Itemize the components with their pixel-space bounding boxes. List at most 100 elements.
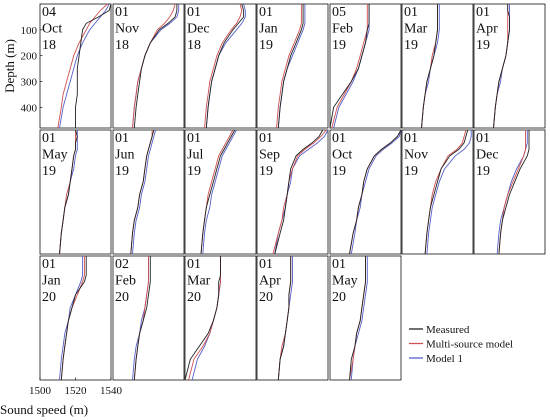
panel-date-label: 05 [332, 5, 346, 20]
profile-line [59, 129, 78, 255]
profile-line [184, 256, 221, 381]
panel-date-label: 20 [115, 290, 129, 305]
panel-date-label: May [332, 274, 358, 289]
panel-date-label: 01 [404, 5, 418, 20]
panel-date-label: 19 [404, 164, 418, 179]
legend-entry: Model 1 [426, 353, 463, 365]
y-tick-label: 300 [21, 77, 38, 89]
panel-grid: 04Oct1810020030040001Nov1801Dec1801Jan19… [21, 3, 546, 397]
profile-line [133, 4, 178, 129]
y-axis-label: Depth (m) [2, 39, 17, 93]
panel-date-label: Mar [187, 274, 211, 289]
panel-date-label: Jun [115, 148, 134, 163]
panel-date-label: Nov [404, 148, 428, 163]
panel-date-label: 01 [476, 5, 490, 20]
panel-date-label: 20 [332, 290, 346, 305]
profile-line [59, 256, 84, 381]
panel-date-label: Jan [42, 274, 61, 289]
panel-date-label: 01 [332, 131, 346, 146]
profile-line [133, 256, 151, 381]
panel-date-label: Apr [259, 274, 281, 289]
panel-frame [184, 3, 257, 129]
profile-line [204, 3, 243, 129]
panel-date-label: 01 [187, 257, 201, 272]
panel-date-label: 19 [332, 38, 346, 53]
axis-labels: Depth (m) Sound speed (m) [0, 39, 88, 417]
panel-date-label: 20 [187, 290, 201, 305]
profile-line [75, 3, 112, 128]
profile-line [277, 4, 304, 129]
profile-line [205, 3, 245, 129]
panel-date-label: Oct [332, 148, 352, 163]
y-tick-label: 100 [21, 25, 38, 37]
profile-line [272, 129, 327, 255]
panel-frame [329, 129, 402, 255]
profile-line [130, 129, 155, 255]
profile-line [200, 129, 236, 255]
panel-frame [112, 3, 185, 129]
x-tick-label: 1520 [65, 385, 88, 397]
panel-date-label: 01 [42, 257, 56, 272]
panel-date-label: 18 [187, 38, 201, 53]
panel-date-label: Mar [404, 22, 428, 37]
panel-date-label: 04 [42, 5, 56, 20]
profile-line [349, 256, 366, 381]
panel-date-label: Sep [259, 148, 280, 163]
panel-date-label: 19 [187, 164, 201, 179]
panel-date-label: Oct [42, 22, 62, 37]
profile-line [426, 130, 472, 255]
panel-frame [256, 129, 329, 255]
panel-date-label: 01 [476, 131, 490, 146]
panel-date-label: Jul [187, 148, 203, 163]
profile-line [496, 130, 528, 255]
panel-date-label: 01 [115, 5, 129, 20]
panel-frame [329, 3, 402, 129]
panel-date-label: Feb [115, 274, 136, 289]
panel-date-label: 01 [332, 257, 346, 272]
profile-line [329, 4, 370, 129]
panel-date-label: 19 [115, 164, 129, 179]
panel-date-label: Jan [259, 22, 278, 37]
panel-date-label: 19 [404, 38, 418, 53]
panel-frame [256, 3, 329, 129]
panel-date-label: 19 [476, 164, 490, 179]
y-tick-label: 400 [21, 102, 38, 114]
panel-date-label: 01 [42, 131, 56, 146]
legend: Measured Multi-source model Model 1 [409, 324, 513, 365]
profile-line [349, 129, 402, 255]
panel-date-label: 01 [259, 131, 273, 146]
panel-date-label: 01 [259, 257, 273, 272]
profile-line [331, 4, 368, 129]
panel-date-label: 19 [42, 164, 56, 179]
panel-date-label: 01 [259, 5, 273, 20]
panel-date-label: 19 [259, 38, 273, 53]
profile-line [202, 129, 237, 255]
y-tick-label: 200 [21, 51, 38, 63]
profile-line [421, 4, 438, 129]
panel-date-label: 20 [259, 290, 273, 305]
panel-date-label: Dec [476, 148, 499, 163]
x-tick-label: 1540 [100, 385, 123, 397]
panel-date-label: 20 [42, 290, 56, 305]
panel-date-label: Nov [115, 22, 139, 37]
panel-date-label: 01 [187, 5, 201, 20]
profile-line [493, 4, 510, 129]
panel-date-label: Feb [332, 22, 353, 37]
profile-line [60, 256, 87, 381]
